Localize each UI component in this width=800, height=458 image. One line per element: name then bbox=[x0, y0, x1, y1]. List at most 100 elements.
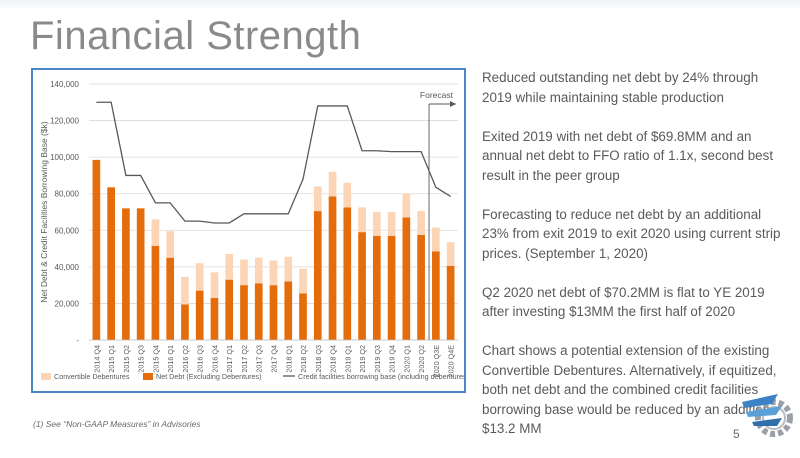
bar-convertible-debentures bbox=[269, 260, 278, 286]
y-tick-label: 40,000 bbox=[55, 263, 80, 272]
bullet-item: Chart shows a potential extension of the… bbox=[482, 343, 781, 436]
bar-net-debt bbox=[225, 279, 234, 340]
company-gear-logo-icon bbox=[742, 394, 793, 437]
y-tick-label: - bbox=[76, 336, 79, 345]
bar-convertible-debentures bbox=[195, 263, 204, 291]
bar-net-debt bbox=[269, 285, 278, 340]
bar-net-debt bbox=[122, 208, 130, 340]
y-tick-label: 60,000 bbox=[55, 226, 80, 235]
y-axis-title: Net Debt & Credit Facilities Borrowing B… bbox=[39, 121, 49, 303]
footnote: (1) See “Non-GAAP Measures” in Advisorie… bbox=[33, 419, 201, 429]
bar-net-debt bbox=[254, 283, 263, 340]
bar-net-debt bbox=[195, 290, 204, 340]
bar-convertible-debentures bbox=[254, 257, 263, 284]
x-tick-label: 2015 Q1 bbox=[107, 345, 116, 373]
bar-net-debt bbox=[372, 235, 381, 340]
bullet-item: Reduced outstanding net debt by 24% thro… bbox=[482, 70, 759, 105]
page-title: Financial Strength bbox=[30, 14, 362, 58]
bar-net-debt bbox=[299, 293, 307, 340]
forecast-arrow-icon bbox=[450, 101, 456, 107]
x-tick-label: 2016 Q3 bbox=[196, 345, 205, 373]
y-tick-label: 100,000 bbox=[50, 153, 79, 162]
bar-net-debt bbox=[432, 251, 440, 340]
forecast-label: Forecast bbox=[420, 90, 454, 100]
bar-convertible-debentures bbox=[240, 259, 248, 286]
legend-swatch bbox=[41, 373, 51, 380]
bar-convertible-debentures bbox=[387, 212, 396, 236]
x-tick-label: 2016 Q4 bbox=[210, 345, 219, 373]
x-tick-label: 2017 Q3 bbox=[255, 345, 264, 373]
legend-label: Credit facilities borrowing base (includ… bbox=[298, 372, 464, 381]
x-tick-label: 2016 Q2 bbox=[181, 345, 190, 373]
bar-convertible-debentures bbox=[181, 276, 189, 305]
bar-convertible-debentures bbox=[284, 256, 293, 282]
bullet-list: Reduced outstanding net debt by 24% thro… bbox=[482, 68, 782, 458]
x-tick-label: 2019 Q2 bbox=[358, 345, 367, 373]
x-tick-label: 2018 Q3 bbox=[314, 345, 323, 373]
bar-net-debt bbox=[358, 232, 366, 340]
bar-convertible-debentures bbox=[432, 227, 440, 252]
bar-convertible-debentures bbox=[446, 242, 455, 266]
bar-net-debt bbox=[166, 257, 175, 340]
bar-convertible-debentures bbox=[225, 254, 234, 280]
x-tick-label: 2018 Q4 bbox=[329, 345, 338, 373]
bar-net-debt bbox=[387, 235, 396, 340]
bar-convertible-debentures bbox=[210, 272, 219, 298]
x-tick-label: 2020 Q3E bbox=[432, 345, 441, 378]
x-tick-label: 2015 Q3 bbox=[137, 345, 146, 373]
legend-swatch bbox=[143, 373, 153, 380]
bar-convertible-debentures bbox=[313, 186, 322, 212]
x-tick-label: 2019 Q3 bbox=[373, 345, 382, 373]
bar-net-debt bbox=[284, 281, 293, 340]
net-debt-chart: - 20,000 40,000 60,000 80,000 100,000 120,000 1… bbox=[39, 80, 464, 381]
x-tick-label: 2015 Q2 bbox=[122, 345, 131, 373]
x-tick-label: 2020 Q1 bbox=[402, 345, 411, 373]
bar-convertible-debentures bbox=[151, 219, 160, 246]
bar-convertible-debentures bbox=[299, 268, 307, 294]
bar-net-debt bbox=[446, 265, 455, 340]
top-band bbox=[0, 0, 800, 10]
bar-convertible-debentures bbox=[343, 182, 352, 208]
y-tick-label: 80,000 bbox=[55, 190, 80, 199]
y-tick-label: 20,000 bbox=[55, 299, 80, 308]
x-tick-label: 2014 Q4 bbox=[92, 345, 101, 373]
bullet-item: Q2 2020 net debt of $70.2MM is flat to Y… bbox=[482, 284, 765, 320]
legend-label: Convertible Debentures bbox=[54, 372, 130, 381]
line-borrowing-base bbox=[96, 101, 451, 224]
x-tick-label: 2019 Q1 bbox=[343, 345, 352, 373]
x-tick-label: 2016 Q1 bbox=[166, 345, 175, 373]
legend-label: Net Debt (Excluding Debentures) bbox=[156, 372, 261, 381]
bar-convertible-debentures bbox=[358, 207, 366, 233]
bar-net-debt bbox=[240, 285, 248, 340]
bar-net-debt bbox=[417, 234, 425, 340]
bar-convertible-debentures bbox=[372, 212, 381, 236]
bar-convertible-debentures bbox=[417, 211, 425, 235]
x-tick-label: 2017 Q4 bbox=[270, 345, 279, 373]
x-tick-label: 2018 Q1 bbox=[284, 345, 293, 373]
bar-net-debt bbox=[92, 159, 101, 340]
bullet-item: Forecasting to reduce net debt by an add… bbox=[482, 206, 781, 261]
bar-net-debt bbox=[402, 217, 411, 340]
y-tick-label: 120,000 bbox=[50, 117, 79, 126]
bar-net-debt bbox=[313, 211, 322, 340]
bullet-item: Exited 2019 with net debt of $69.8MM and… bbox=[482, 128, 774, 183]
bar-net-debt bbox=[328, 196, 337, 340]
page-number: 5 bbox=[733, 427, 740, 441]
bar-convertible-debentures bbox=[166, 231, 175, 258]
bar-net-debt bbox=[151, 245, 160, 340]
x-tick-label: 2015 Q4 bbox=[151, 345, 160, 373]
bar-net-debt bbox=[181, 304, 189, 340]
x-tick-label: 2017 Q2 bbox=[240, 345, 249, 373]
bar-convertible-debentures bbox=[402, 193, 411, 218]
x-tick-label: 2020 Q2 bbox=[417, 345, 426, 373]
bar-convertible-debentures bbox=[328, 171, 337, 197]
bar-net-debt bbox=[210, 297, 219, 340]
y-tick-label: 140,000 bbox=[50, 80, 79, 89]
bar-net-debt bbox=[343, 207, 352, 340]
x-tick-label: 2017 Q1 bbox=[225, 345, 234, 373]
bar-net-debt bbox=[136, 208, 145, 340]
bar-net-debt bbox=[107, 187, 115, 340]
x-tick-label: 2018 Q2 bbox=[299, 345, 308, 373]
x-tick-label: 2020 Q4E bbox=[447, 345, 456, 378]
chart-frame: - 20,000 40,000 60,000 80,000 100,000 120,000 1… bbox=[31, 68, 466, 393]
